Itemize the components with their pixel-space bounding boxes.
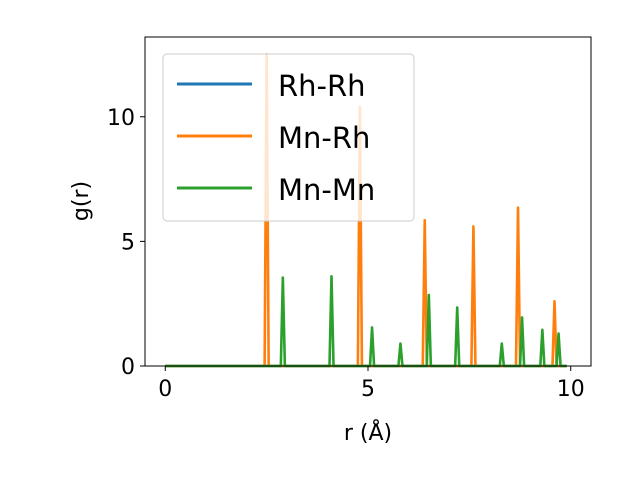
y-axis-ticks: 0 5 10	[107, 106, 145, 380]
legend-label-rh-rh: Rh-Rh	[278, 69, 366, 103]
x-tick-label: 0	[158, 377, 172, 402]
series-line-mn-mn	[165, 274, 567, 368]
y-tick-label: 5	[121, 230, 135, 255]
legend: Rh-Rh Mn-Rh Mn-Mn	[162, 53, 415, 222]
x-axis-ticks: 0 5 10	[158, 366, 585, 402]
y-tick-label: 10	[107, 106, 135, 131]
x-tick-label: 10	[557, 377, 585, 402]
x-tick-label: 5	[361, 377, 375, 402]
y-tick-label: 0	[121, 355, 135, 380]
legend-box	[162, 53, 415, 222]
y-axis-title: g(r)	[69, 181, 94, 221]
x-axis-title: r (Å)	[344, 419, 392, 446]
legend-label-mn-mn: Mn-Mn	[278, 173, 375, 207]
legend-label-mn-rh: Mn-Rh	[278, 121, 370, 155]
